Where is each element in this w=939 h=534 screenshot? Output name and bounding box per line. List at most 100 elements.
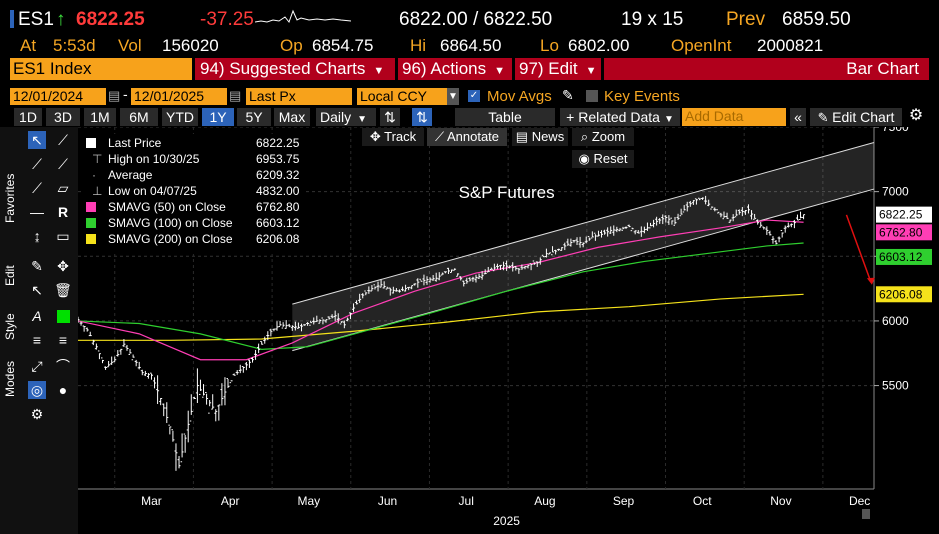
calendar-icon[interactable]: ▤ — [108, 88, 121, 103]
key-events-checkbox[interactable] — [586, 90, 598, 102]
suggested-charts-label: 94) Suggested Charts — [200, 59, 366, 78]
period-ytd[interactable]: YTD — [162, 108, 198, 126]
track-icon: ✥ — [369, 129, 385, 144]
chart-legend: Last Price 6822.25 ⊤ High on 10/30/25 6953.7… — [84, 134, 304, 254]
retracement-icon[interactable]: R — [57, 204, 69, 220]
related-data-label: + Related Data — [566, 109, 660, 125]
pencil-icon[interactable]: ✎ — [562, 87, 574, 103]
track-button[interactable]: ✥ Track — [362, 128, 424, 146]
field-select[interactable]: Last Px — [246, 88, 352, 105]
x-tick-label: Nov — [770, 494, 791, 508]
period-6m[interactable]: 6M — [120, 108, 158, 126]
cursor-icon[interactable]: ↖ — [28, 131, 46, 149]
bid-ask-size: 19 x 15 — [621, 9, 684, 30]
track-label: Track — [384, 129, 417, 144]
op-value: 6854.75 — [312, 36, 374, 55]
x-tick-label: Jul — [459, 494, 474, 508]
field-select-value: Last Px — [249, 88, 296, 104]
zoom-label: Zoom — [591, 129, 626, 144]
period-1d[interactable]: 1D — [14, 108, 42, 126]
x-axis-label: 2025 — [493, 514, 520, 528]
parallel-icon[interactable]: ▱ — [57, 179, 69, 196]
actions-label: 96) Actions — [402, 59, 487, 78]
legend-label: High on 10/30/25 — [108, 152, 200, 166]
end-date-value: 12/01/2025 — [134, 88, 205, 104]
palette-icon[interactable]: ● — [58, 382, 68, 398]
candlestick-icon[interactable]: ⇅ — [412, 108, 432, 126]
period-1y[interactable]: 1Y — [202, 108, 234, 126]
reset-icon: ◉ — [578, 151, 594, 166]
last-price-tag-bg — [876, 206, 932, 223]
trendline-icon[interactable]: ⟋ — [32, 155, 42, 172]
legend-swatch — [86, 202, 96, 212]
price-label-icon[interactable]: ↨ — [33, 228, 41, 244]
period-max[interactable]: Max — [274, 108, 310, 126]
pen-icon[interactable]: ✎ — [31, 257, 43, 274]
edit-menu[interactable]: 97) Edit ▼ — [515, 58, 601, 80]
mov-avgs-checkbox[interactable]: ✓ — [468, 90, 480, 102]
tab-favorites[interactable]: Favorites — [3, 173, 17, 223]
tab-modes[interactable]: Modes — [3, 360, 17, 398]
end-date-field[interactable]: 12/01/2025 — [131, 88, 227, 105]
ray-icon[interactable]: ⟋ — [58, 155, 68, 172]
lo-label: Lo — [540, 36, 559, 55]
channel-upper-line — [292, 142, 875, 305]
security-field[interactable]: ES1 Index — [10, 58, 192, 80]
settings-icon[interactable]: ⚙ — [30, 405, 44, 422]
key-events-label[interactable]: Key Events — [604, 88, 680, 105]
zoom-button[interactable]: ⌕ Zoom — [572, 128, 634, 146]
period-1m[interactable]: 1M — [84, 108, 116, 126]
ticker[interactable]: ES1 — [18, 9, 54, 30]
reset-label: Reset — [593, 151, 628, 166]
move-icon[interactable]: ✥ — [57, 257, 69, 274]
frequency-select[interactable]: Daily ▼ — [316, 108, 376, 126]
horizontal-line-icon[interactable]: — — [30, 204, 44, 220]
sma200-tag: 6206.08 — [879, 287, 923, 301]
legend-swatch — [86, 234, 96, 244]
line-weight-icon[interactable]: ≡ — [32, 332, 42, 348]
trash-icon[interactable]: 🗑 — [54, 281, 72, 298]
annotate-button[interactable]: ⟋ Annotate — [427, 128, 507, 146]
date-separator: - — [123, 86, 128, 102]
line-tool-icon[interactable]: ⟋ — [58, 131, 68, 148]
calendar-icon[interactable]: ▤ — [229, 88, 242, 103]
hi-value: 6864.50 — [440, 36, 502, 55]
bar-style-icon[interactable]: ⇅ — [380, 108, 400, 126]
select-icon[interactable]: ↖ — [31, 281, 43, 298]
news-button[interactable]: ▤ News — [512, 128, 568, 146]
suggested-charts-menu[interactable]: 94) Suggested Charts ▼ — [195, 58, 395, 80]
collapse-icon[interactable]: « — [790, 108, 806, 126]
dropdown-icon: ▼ — [357, 114, 368, 125]
at-time: 5:53d — [53, 36, 96, 55]
y-tick-label: 5500 — [882, 379, 909, 393]
lo-value: 6802.00 — [568, 36, 630, 55]
edit-chart-button[interactable]: ✎ Edit Chart — [810, 108, 902, 126]
rectangle-icon[interactable]: ▭ — [56, 227, 70, 244]
currency-select[interactable]: Local CCY ▼ — [357, 88, 459, 105]
op-label: Op — [280, 36, 303, 55]
reset-button[interactable]: ◉ Reset — [572, 150, 634, 168]
tab-style[interactable]: Style — [3, 313, 17, 341]
related-data-button[interactable]: + Related Data ▼ — [560, 108, 680, 126]
start-date-field[interactable]: 12/01/2024 — [10, 88, 106, 105]
legend-label: SMAVG (200) on Close — [108, 232, 233, 246]
gear-icon[interactable]: ⚙ — [908, 107, 924, 124]
prev-value: 6859.50 — [782, 9, 851, 30]
news-icon: ▤ — [515, 129, 532, 144]
period-5y[interactable]: 5Y — [237, 108, 271, 126]
period-3d[interactable]: 3D — [46, 108, 80, 126]
line-style-icon[interactable]: ≡ — [58, 332, 68, 348]
annotate-icon: ⟋ — [434, 129, 447, 144]
color-swatch-icon[interactable] — [54, 307, 72, 325]
channel-icon[interactable]: ⟋ — [32, 179, 42, 196]
crosshair-icon[interactable]: ⤢ — [31, 357, 43, 374]
mov-avgs-label[interactable]: Mov Avgs — [487, 88, 552, 105]
actions-menu[interactable]: 96) Actions ▼ — [398, 58, 512, 80]
tab-edit[interactable]: Edit — [3, 265, 17, 287]
mode-icon[interactable]: ◎ — [28, 381, 46, 399]
channel-lower-line — [292, 188, 875, 352]
magnet-icon[interactable]: ⌒ — [56, 358, 70, 374]
add-data-input[interactable]: Add Data — [682, 108, 786, 126]
table-button[interactable]: Table — [455, 108, 555, 126]
text-style-icon[interactable]: A — [32, 308, 42, 324]
